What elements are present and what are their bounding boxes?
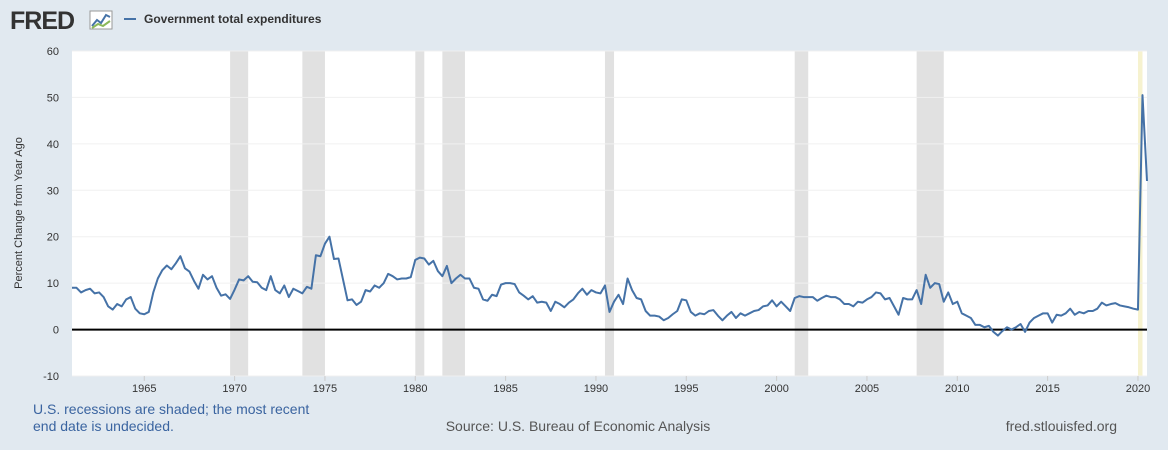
- y-tick-label: 30: [47, 185, 59, 197]
- y-tick-label: 50: [47, 92, 59, 104]
- x-tick-label: 1985: [493, 383, 517, 395]
- recession-band: [302, 51, 325, 376]
- recession-band: [230, 51, 249, 376]
- note: U.S. recessions are shaded; the most rec…: [33, 401, 309, 417]
- x-tick-label: 1965: [132, 383, 156, 395]
- x-tick-label: 2020: [1126, 383, 1150, 395]
- legend-label: Government total expenditures: [144, 12, 322, 26]
- y-tick-label: 10: [47, 278, 59, 290]
- logo: FRED: [10, 7, 74, 35]
- y-tick-label: 0: [53, 325, 59, 337]
- y-tick-label: -10: [43, 371, 59, 383]
- x-tick-label: 2010: [945, 383, 969, 395]
- y-tick-label: 60: [47, 46, 59, 58]
- x-tick-label: 2000: [764, 383, 788, 395]
- x-tick-label: 2005: [855, 383, 879, 395]
- x-tick-label: 1975: [313, 383, 337, 395]
- x-tick-label: 2015: [1035, 383, 1059, 395]
- source: Source: U.S. Bureau of Economic Analysis: [446, 418, 711, 434]
- y-tick-label: 40: [47, 139, 59, 151]
- recession-band: [415, 51, 425, 376]
- x-tick-label: 1995: [674, 383, 698, 395]
- site: fred.stlouisfed.org: [1006, 418, 1117, 434]
- x-tick-label: 1970: [222, 383, 246, 395]
- recession-band: [604, 51, 615, 376]
- y-axis-label: Percent Change from Year Ago: [13, 137, 25, 289]
- x-tick-label: 1990: [584, 383, 608, 395]
- x-tick-label: 1980: [403, 383, 427, 395]
- logo-icon: [89, 10, 113, 30]
- note: end date is undecided.: [33, 418, 174, 434]
- series-line: [72, 94, 1148, 337]
- recession-band: [442, 51, 465, 376]
- recession-band: [794, 51, 809, 376]
- recession-band: [916, 51, 944, 376]
- y-tick-label: 20: [47, 232, 59, 244]
